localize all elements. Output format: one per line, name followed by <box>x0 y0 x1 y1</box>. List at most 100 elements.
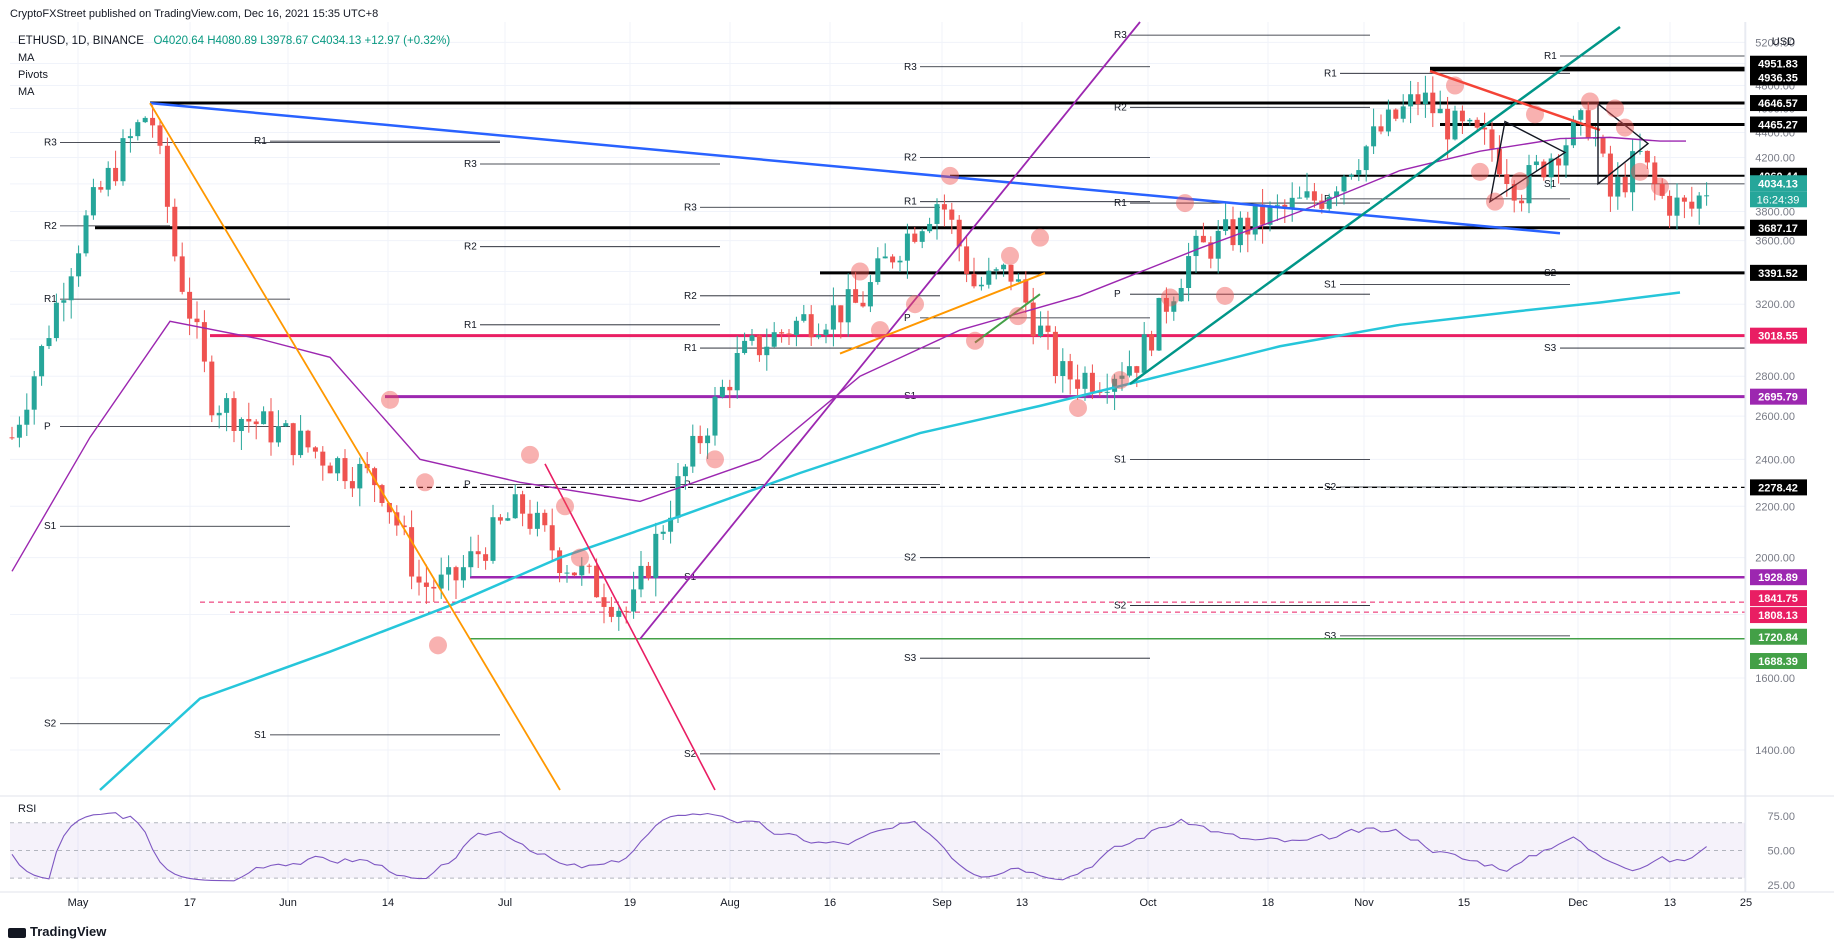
indicator-ma-2[interactable]: MA <box>18 86 35 98</box>
candle-body <box>904 233 910 261</box>
highlight-circle <box>1486 192 1504 211</box>
candle-body <box>542 512 548 526</box>
indicator-pivots[interactable]: Pivots <box>18 69 48 81</box>
price-label-bg <box>1750 116 1807 133</box>
candle-body <box>1400 106 1406 119</box>
candle-body <box>1215 230 1221 259</box>
pivot-label-p: P <box>44 422 51 433</box>
price-label-bg <box>1750 327 1807 344</box>
candle-body <box>882 256 888 259</box>
candle-body <box>1637 150 1643 152</box>
candle-body <box>712 396 718 436</box>
candle-body <box>1082 372 1088 389</box>
candle-body <box>675 476 681 518</box>
published-caption: CryptoFXStreet published on TradingView.… <box>10 8 379 20</box>
price-label-bg <box>1750 388 1807 405</box>
candle-body <box>1126 366 1132 376</box>
time-tick-label: 19 <box>624 897 636 909</box>
pivot-label-p: P <box>904 313 911 324</box>
candle-body <box>438 574 444 589</box>
candle-body <box>1445 108 1451 140</box>
candle-body <box>816 335 822 338</box>
pivot-label-r3: R3 <box>684 202 697 213</box>
candle-body <box>305 430 311 448</box>
candle-body <box>919 231 925 242</box>
candle-body <box>497 517 503 521</box>
candle-body <box>1467 119 1473 122</box>
candle-body <box>320 451 326 466</box>
time-tick-label: 17 <box>184 897 196 909</box>
highlight-circle <box>381 390 399 409</box>
pivot-label-r1: R1 <box>44 294 57 305</box>
candle-body <box>594 565 600 598</box>
candle-body <box>164 145 170 207</box>
blue-trendline <box>149 101 1561 235</box>
price-tick-label: 2000.00 <box>1755 553 1795 565</box>
candle-body <box>475 551 481 555</box>
price-label-bg <box>1750 55 1807 72</box>
price-label-bg <box>1750 69 1807 86</box>
time-tick-label: 18 <box>1262 897 1274 909</box>
highlight-circle <box>571 548 589 567</box>
price-label: 4646.57 <box>1758 98 1798 110</box>
candle-body <box>1422 92 1428 105</box>
candle-body <box>638 565 644 590</box>
candle-body <box>719 386 725 397</box>
candle-body <box>1659 183 1665 196</box>
rsi-line <box>11 812 1707 882</box>
candle-body <box>830 305 836 330</box>
candle-body <box>1548 158 1554 178</box>
candle-body <box>1504 174 1510 185</box>
candle-body <box>349 481 355 489</box>
highlight-circle <box>941 166 959 185</box>
candle-body <box>379 485 385 503</box>
candle-body <box>61 300 67 303</box>
time-tick-label: May <box>68 897 89 909</box>
candle-body <box>209 361 215 416</box>
highlight-circle <box>871 321 889 340</box>
highlight-circle <box>966 331 984 350</box>
candle-body <box>483 554 489 561</box>
orange-support-line <box>839 272 1046 355</box>
candle-body <box>342 458 348 482</box>
price-label-bg <box>1750 590 1807 607</box>
indicator-ma-1[interactable]: MA <box>18 52 35 64</box>
candle-body <box>1600 137 1606 154</box>
pivot-label-r2: R2 <box>464 242 477 253</box>
candle-body <box>1089 372 1095 392</box>
highlight-circle <box>556 497 574 516</box>
candle-body <box>727 386 733 391</box>
highlight-circle <box>1471 162 1489 181</box>
highlight-circle <box>1031 228 1049 247</box>
candle-body <box>1556 158 1562 166</box>
candle-body <box>786 333 792 335</box>
price-axis: 1400.001600.001800.002000.002200.002400.… <box>1744 22 1807 892</box>
candle-body <box>520 494 526 514</box>
candle-body <box>98 187 104 190</box>
highlight-circle <box>1581 92 1599 111</box>
candle-body <box>608 606 614 617</box>
price-label: 1928.89 <box>1758 572 1798 584</box>
pivot-label-r2: R2 <box>904 153 917 164</box>
highlight-circle <box>1616 118 1634 137</box>
candle-body <box>1067 361 1073 380</box>
candle-body <box>401 525 407 528</box>
candle-body <box>1363 146 1369 171</box>
price-label: 2695.79 <box>1758 392 1798 404</box>
pivot-label-s1: S1 <box>44 521 57 532</box>
pivot-label-r3: R3 <box>464 159 477 170</box>
candle-body <box>1489 129 1495 149</box>
pivot-label-r2: R2 <box>1114 102 1127 113</box>
candle-body <box>534 512 540 529</box>
candle-body <box>238 418 244 431</box>
candle-body <box>1311 191 1317 201</box>
time-tick-label: 25 <box>1740 897 1752 909</box>
candle-body <box>838 305 844 323</box>
candle-body <box>853 289 859 303</box>
candle-body <box>934 204 940 224</box>
price-label-bg <box>1750 264 1807 281</box>
candle-body <box>261 411 267 425</box>
highlight-circle <box>1511 172 1529 191</box>
orange-trendline <box>149 102 561 791</box>
